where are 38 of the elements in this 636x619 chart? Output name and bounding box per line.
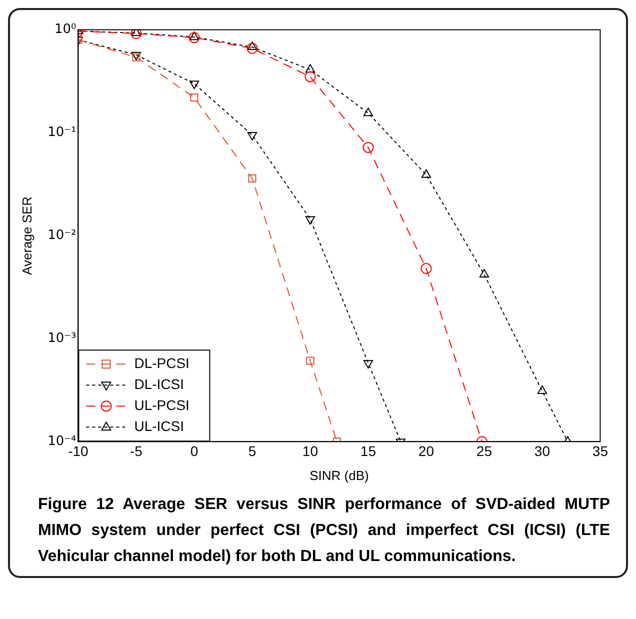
x-axis-title: SINR (dB) (310, 468, 369, 483)
x-tick-label: 0 (190, 442, 198, 459)
point (248, 174, 256, 182)
point (189, 32, 200, 40)
point (479, 268, 490, 278)
point (246, 42, 258, 54)
y-axis-title: Average SER (19, 196, 34, 275)
x-tick-label: 30 (534, 442, 550, 459)
point (190, 93, 198, 102)
point (306, 356, 314, 365)
x-tick-label: 25 (476, 442, 492, 459)
x-tick-label: 5 (248, 442, 256, 459)
y-tick-label: 10⁻¹ (48, 125, 76, 140)
y-tick-label: 10⁰ (54, 22, 76, 38)
point (363, 108, 374, 116)
legend-label: UL-PCSI (134, 396, 190, 413)
legend-label: DL-ICSI (134, 376, 184, 392)
point (421, 169, 432, 178)
y-tick-label: 10⁻² (48, 228, 76, 244)
x-tick-label: 10 (302, 442, 318, 459)
y-tick-label: 10⁻³ (48, 331, 76, 346)
point (420, 263, 432, 274)
point (305, 64, 316, 73)
caption: Figure 12 Average SER versus SINR performance of SVD-aided MUTP MIMO system under perfect CSI (PCSI) and imperfect CSI (ICSI) (LTE Vehicular channel model) for both DL and UL communications. (38, 495, 610, 567)
x-tick-label: -10 (68, 442, 89, 459)
legend-label: UL-ICSI (134, 418, 184, 434)
point (247, 42, 258, 50)
point (304, 71, 316, 82)
point (189, 80, 200, 90)
x-tick-label: 20 (418, 442, 434, 459)
x-tick-label: -5 (130, 442, 143, 459)
legend-label: DL-PCSI (134, 354, 190, 371)
point (130, 30, 142, 40)
x-tick-label: 35 (592, 442, 608, 459)
point (362, 142, 374, 153)
x-tick-label: 15 (360, 442, 376, 459)
point (188, 32, 200, 44)
point (537, 386, 548, 394)
